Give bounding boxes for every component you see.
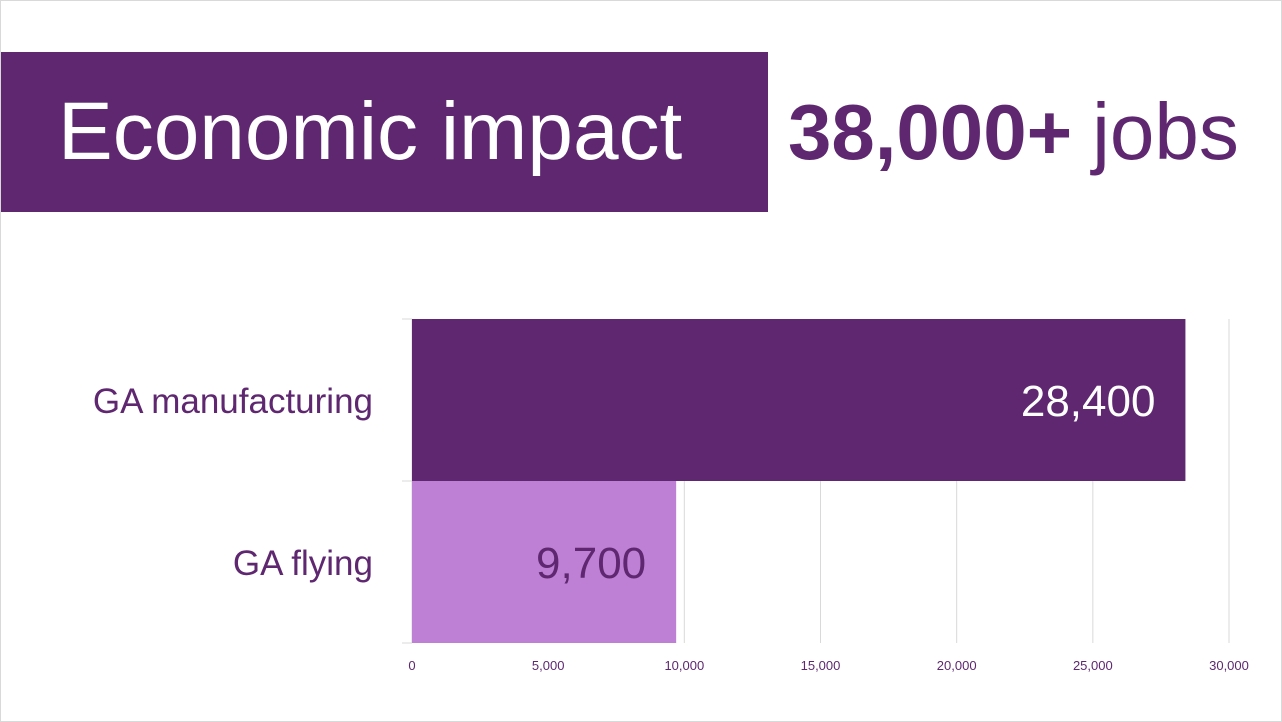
- x-tick-label: 5,000: [532, 658, 565, 673]
- stat-number: 38,000+: [788, 87, 1073, 176]
- bar-1: [412, 481, 677, 643]
- x-tick-label: 0: [408, 658, 415, 673]
- x-tick-label: 25,000: [1073, 658, 1113, 673]
- title-banner: Economic impact: [1, 52, 768, 212]
- bars: [412, 319, 1186, 643]
- category-label: GA manufacturing: [93, 382, 373, 421]
- category-label: GA flying: [233, 544, 373, 583]
- bar-value-label: 9,700: [536, 539, 646, 588]
- bar-0: [412, 319, 1186, 481]
- x-tick-label: 10,000: [664, 658, 704, 673]
- x-tick-label: 20,000: [937, 658, 977, 673]
- stat-unit: jobs: [1092, 87, 1239, 176]
- x-tick-label: 15,000: [801, 658, 841, 673]
- headline-stat: 38,000+ jobs: [788, 62, 1239, 202]
- bar-value-label: 28,400: [1021, 377, 1156, 426]
- x-tick-label: 30,000: [1209, 658, 1249, 673]
- labels: 0 5,000 10,000 15,000 20,000 25,000 30,000 28,4…: [93, 377, 1249, 673]
- slide-title: Economic impact: [58, 86, 683, 177]
